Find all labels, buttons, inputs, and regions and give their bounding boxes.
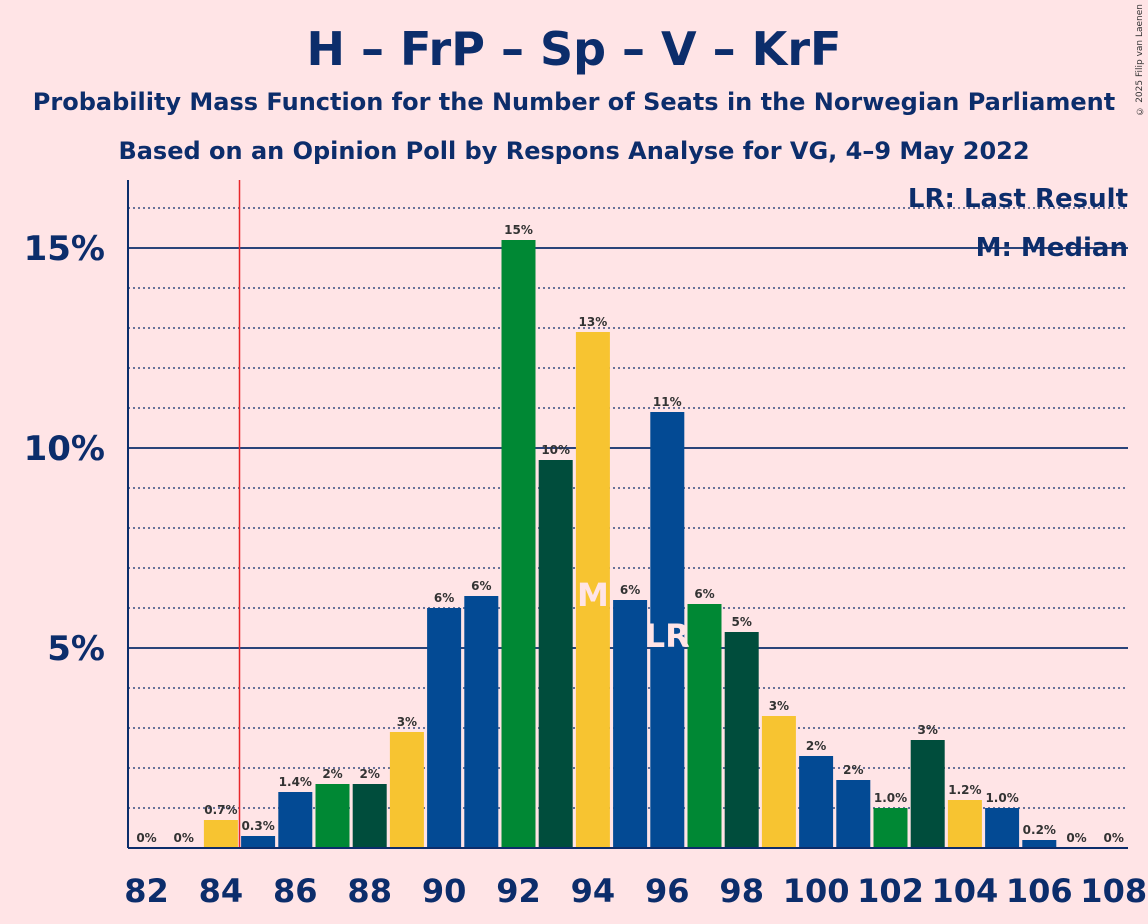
bar-seat-101 [836,780,871,848]
data-label: 6% [694,587,714,601]
x-tick-label: 94 [571,872,616,910]
data-label: 1.2% [948,783,981,797]
chart-subtitle: Probability Mass Function for the Number… [32,88,1116,116]
bar-seat-106 [1022,840,1057,848]
y-tick-label: 5% [47,629,105,669]
bar-seat-93 [538,460,573,848]
x-tick-label: 106 [1006,872,1073,910]
x-tick-label: 98 [719,872,764,910]
x-tick-label: 104 [932,872,999,910]
data-label: 11% [653,395,682,409]
data-label: 0% [136,831,156,845]
bar-seat-88 [352,784,387,848]
bar-seat-92 [501,240,536,848]
chart-subtitle-2: Based on an Opinion Poll by Respons Anal… [118,137,1030,165]
data-label: 0% [1104,831,1124,845]
bar-seat-84 [203,820,238,848]
data-label: 1.0% [874,791,907,805]
data-label: 15% [504,223,533,237]
x-tick-label: 84 [199,872,244,910]
data-label: 2% [322,767,342,781]
chart-title: H – FrP – Sp – V – KrF [306,22,842,76]
x-tick-label: 108 [1080,872,1147,910]
bar-seat-90 [427,608,462,848]
x-tick-label: 90 [422,872,467,910]
bar-seat-86 [278,792,313,848]
data-label: 2% [360,767,380,781]
data-label: 10% [541,443,570,457]
data-label: 2% [806,739,826,753]
bar-seat-104 [947,800,982,848]
bar-seat-103 [910,740,945,848]
median-marker: M [577,576,609,614]
data-label: 1.0% [985,791,1018,805]
bar-seat-102 [873,808,908,848]
data-label: 3% [769,699,789,713]
data-label: 6% [434,591,454,605]
data-label: 3% [397,715,417,729]
data-label: 3% [918,723,938,737]
x-tick-label: 92 [496,872,541,910]
x-tick-label: 100 [783,872,850,910]
x-tick-label: 88 [347,872,392,910]
bar-seat-96 [650,412,685,848]
y-tick-label: 15% [24,229,105,269]
bar-seat-95 [613,600,648,848]
data-label: 0% [1066,831,1086,845]
x-tick-label: 96 [645,872,690,910]
bar-seat-91 [464,596,499,848]
legend-last-result: LR: Last Result [907,184,1128,214]
bar-seat-87 [315,784,350,848]
data-label: 0.3% [241,819,274,833]
bar-seat-94 [575,332,610,848]
bar-seat-105 [985,808,1020,848]
data-label: 13% [579,315,608,329]
bar-seat-89 [389,732,424,848]
bar-seat-99 [761,716,796,848]
bar-seat-85 [241,836,276,848]
legend-median: M: Median [975,233,1128,263]
data-label: 6% [471,579,491,593]
data-label: 0% [174,831,194,845]
bar-seat-97 [687,604,722,848]
bar-seat-100 [799,756,834,848]
y-tick-label: 10% [24,429,105,469]
data-label: 0.7% [204,803,237,817]
x-tick-label: 86 [273,872,318,910]
x-tick-label: 102 [857,872,924,910]
last-result-marker: LR [645,617,690,655]
data-label: 1.4% [279,775,312,789]
bar-seat-98 [724,632,759,848]
data-label: 5% [732,615,752,629]
data-label: 0.2% [1023,823,1056,837]
data-label: 2% [843,763,863,777]
data-label: 6% [620,583,640,597]
x-tick-label: 82 [124,872,169,910]
